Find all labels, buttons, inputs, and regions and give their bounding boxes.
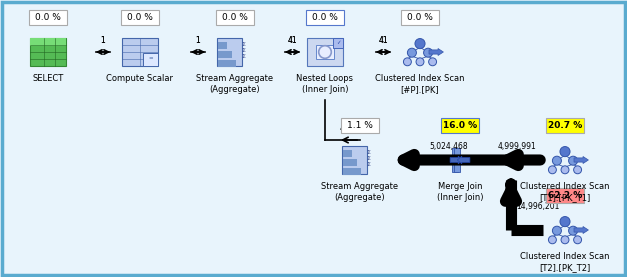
Circle shape	[569, 156, 577, 165]
Text: Nested Loops
(Inner Join): Nested Loops (Inner Join)	[297, 74, 354, 94]
Text: ✓: ✓	[336, 40, 340, 45]
Text: 1: 1	[100, 36, 105, 45]
Circle shape	[424, 48, 433, 57]
FancyBboxPatch shape	[218, 60, 236, 67]
FancyBboxPatch shape	[546, 118, 584, 133]
FancyBboxPatch shape	[441, 118, 479, 133]
Text: Merge Join
(Inner Join): Merge Join (Inner Join)	[437, 182, 483, 202]
Text: Clustered Index Scan
[#P].[PK]: Clustered Index Scan [#P].[PK]	[375, 74, 465, 94]
Text: =: =	[148, 57, 152, 61]
FancyBboxPatch shape	[143, 53, 158, 65]
Text: 0.0 %: 0.0 %	[127, 14, 153, 22]
FancyBboxPatch shape	[342, 146, 367, 174]
Text: Stream Aggregate
(Aggregate): Stream Aggregate (Aggregate)	[322, 182, 399, 202]
Text: Σ
Σ
Σ: Σ Σ Σ	[241, 42, 245, 59]
Text: 41: 41	[378, 36, 388, 45]
Circle shape	[415, 39, 425, 49]
FancyBboxPatch shape	[216, 10, 254, 25]
FancyBboxPatch shape	[401, 10, 439, 25]
FancyBboxPatch shape	[30, 38, 66, 46]
FancyBboxPatch shape	[30, 38, 66, 66]
Text: 4,999,991: 4,999,991	[498, 142, 536, 151]
Text: 16.0 %: 16.0 %	[443, 122, 477, 130]
FancyArrow shape	[457, 156, 470, 164]
Text: 41: 41	[287, 36, 297, 45]
Circle shape	[549, 166, 556, 174]
FancyArrow shape	[574, 157, 588, 163]
Text: 1: 1	[196, 36, 201, 45]
Circle shape	[561, 236, 569, 244]
FancyBboxPatch shape	[452, 148, 458, 172]
FancyBboxPatch shape	[218, 51, 231, 58]
Circle shape	[549, 236, 556, 244]
Text: 20.7 %: 20.7 %	[548, 122, 582, 130]
Text: 41: 41	[287, 36, 297, 45]
FancyArrow shape	[429, 48, 443, 55]
Circle shape	[574, 236, 582, 244]
FancyBboxPatch shape	[546, 188, 584, 203]
Text: 1: 1	[100, 36, 105, 45]
Circle shape	[574, 166, 582, 174]
FancyBboxPatch shape	[29, 10, 67, 25]
Circle shape	[561, 166, 569, 174]
Circle shape	[569, 226, 577, 235]
Text: Clustered Index Scan
[T2].[PK_T2]: Clustered Index Scan [T2].[PK_T2]	[520, 252, 609, 272]
FancyBboxPatch shape	[341, 118, 379, 133]
Text: 41: 41	[378, 36, 388, 45]
Circle shape	[560, 147, 570, 157]
Circle shape	[560, 217, 570, 227]
FancyBboxPatch shape	[343, 159, 357, 166]
Circle shape	[403, 58, 411, 66]
Text: 0.0 %: 0.0 %	[407, 14, 433, 22]
Text: Compute Scalar: Compute Scalar	[107, 74, 174, 83]
Circle shape	[552, 156, 561, 165]
Text: 1: 1	[196, 36, 201, 45]
FancyBboxPatch shape	[316, 45, 334, 59]
Text: Σ
Σ
Σ: Σ Σ Σ	[366, 150, 371, 167]
Circle shape	[408, 48, 416, 57]
FancyBboxPatch shape	[306, 10, 344, 25]
FancyBboxPatch shape	[122, 38, 158, 66]
FancyArrow shape	[450, 156, 463, 164]
Text: 0.0 %: 0.0 %	[222, 14, 248, 22]
Text: Clustered Index Scan
[T1].[PK_T1]: Clustered Index Scan [T1].[PK_T1]	[520, 182, 609, 202]
Text: SELECT: SELECT	[33, 74, 63, 83]
FancyBboxPatch shape	[121, 10, 159, 25]
Text: 0.0 %: 0.0 %	[35, 14, 61, 22]
Text: 41: 41	[339, 124, 349, 133]
FancyBboxPatch shape	[343, 168, 361, 175]
Circle shape	[416, 58, 424, 66]
Text: 1.1 %: 1.1 %	[347, 122, 373, 130]
FancyBboxPatch shape	[343, 150, 352, 157]
Text: 14,996,201: 14,996,201	[516, 202, 559, 212]
Text: 0.0 %: 0.0 %	[312, 14, 338, 22]
Text: Stream Aggregate
(Aggregate): Stream Aggregate (Aggregate)	[196, 74, 273, 94]
FancyBboxPatch shape	[218, 42, 227, 48]
FancyBboxPatch shape	[454, 148, 460, 172]
FancyBboxPatch shape	[307, 38, 343, 66]
Text: 5,024,468: 5,024,468	[429, 142, 468, 151]
Circle shape	[429, 58, 436, 66]
FancyBboxPatch shape	[217, 38, 242, 66]
FancyBboxPatch shape	[333, 38, 343, 48]
Circle shape	[552, 226, 561, 235]
FancyArrow shape	[574, 227, 588, 234]
Text: 62.2 %: 62.2 %	[548, 191, 582, 201]
